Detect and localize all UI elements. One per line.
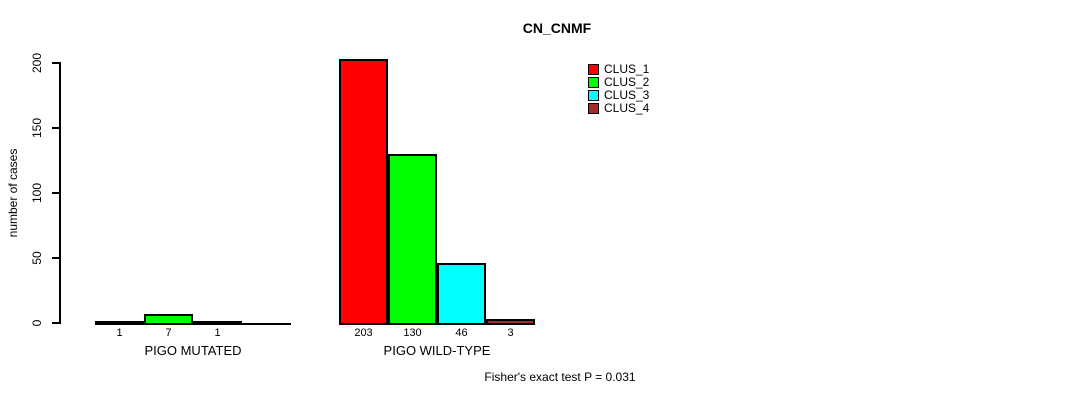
bar-value-label: 203 bbox=[354, 327, 373, 339]
bar-value-label: 46 bbox=[455, 327, 468, 339]
bar-value-label: 7 bbox=[165, 327, 172, 339]
y-tick-label: 150 bbox=[30, 117, 44, 139]
y-tick-label: 0 bbox=[30, 319, 44, 327]
y-tick-label: 50 bbox=[30, 251, 44, 265]
legend-swatch bbox=[588, 103, 599, 114]
bar-value-label: 130 bbox=[403, 327, 422, 339]
legend-item: CLUS_4 bbox=[588, 102, 649, 115]
bar-value-label: 3 bbox=[507, 327, 514, 339]
legend-label: CLUS_1 bbox=[604, 62, 650, 76]
legend: CLUS_1 CLUS_2 CLUS_3 CLUS_4 bbox=[588, 63, 649, 115]
legend-label: CLUS_3 bbox=[604, 88, 650, 102]
bar bbox=[437, 263, 486, 325]
legend-item: CLUS_1 bbox=[588, 63, 649, 76]
y-axis-label: number of cases bbox=[6, 148, 20, 238]
group-label: PIGO MUTATED bbox=[144, 343, 242, 358]
legend-item: CLUS_2 bbox=[588, 76, 649, 89]
legend-swatch bbox=[588, 90, 599, 101]
y-tick-mark bbox=[52, 62, 60, 64]
y-tick-mark bbox=[52, 322, 60, 324]
bar bbox=[388, 154, 437, 325]
group-label: PIGO WILD-TYPE bbox=[383, 343, 491, 358]
chart-title: CN_CNMF bbox=[522, 20, 592, 36]
bar bbox=[193, 321, 242, 325]
legend-label: CLUS_4 bbox=[604, 101, 650, 115]
bar bbox=[339, 59, 388, 325]
y-tick-mark bbox=[52, 257, 60, 259]
bar bbox=[95, 321, 144, 325]
bar bbox=[144, 314, 193, 325]
bar bbox=[486, 319, 535, 325]
legend-label: CLUS_2 bbox=[604, 75, 650, 89]
stat-test-annotation: Fisher's exact test P = 0.031 bbox=[484, 370, 636, 384]
y-tick-label: 100 bbox=[30, 182, 44, 204]
legend-swatch bbox=[588, 77, 599, 88]
y-tick-mark bbox=[52, 127, 60, 129]
y-tick-label: 200 bbox=[30, 52, 44, 74]
y-tick-mark bbox=[52, 192, 60, 194]
legend-swatch bbox=[588, 64, 599, 75]
bar-value-label: 1 bbox=[116, 327, 123, 339]
bar-value-label: 1 bbox=[214, 327, 221, 339]
legend-item: CLUS_3 bbox=[588, 89, 649, 102]
